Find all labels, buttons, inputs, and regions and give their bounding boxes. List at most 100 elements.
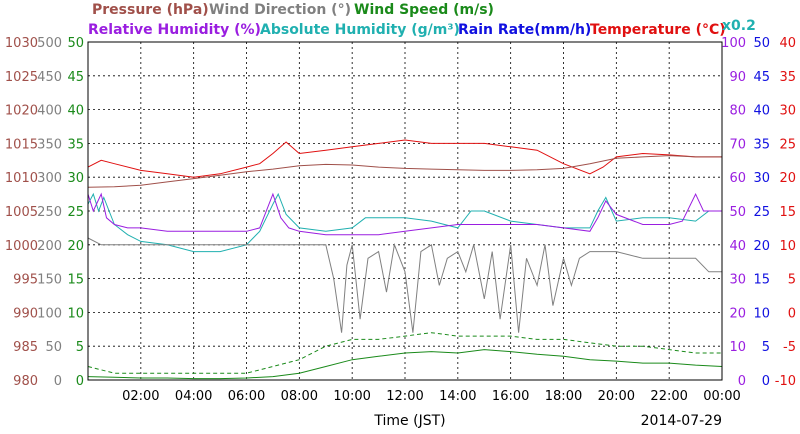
y-tick-rain-rate: 20 (753, 239, 770, 254)
legend-wind-direction: Wind Direction (°) (209, 2, 351, 18)
x-tick-label: 10:00 (333, 389, 370, 404)
y-tick-rain-rate: 40 (753, 104, 770, 119)
y-tick-pressure: 995 (13, 273, 38, 288)
y-tick-pressure: 980 (13, 374, 38, 389)
y-tick-humidity: 40 (729, 239, 746, 254)
y-tick-wind-speed: 25 (67, 205, 84, 220)
y-tick-wind-direction: 200 (37, 239, 62, 254)
y-tick-wind-direction: 100 (37, 306, 62, 321)
y-tick-humidity: 100 (721, 36, 746, 51)
y-tick-temperature: 15 (779, 205, 796, 220)
y-tick-pressure: 985 (13, 340, 38, 355)
y-tick-rain-rate: 25 (753, 205, 770, 220)
series-temperature (87, 139, 722, 178)
y-tick-wind-direction: 50 (45, 340, 62, 355)
y-tick-pressure: 990 (13, 306, 38, 321)
y-tick-humidity: 60 (729, 171, 746, 186)
grid (88, 42, 722, 380)
y-tick-temperature: 10 (779, 239, 796, 254)
y-tick-wind-direction: 0 (54, 374, 62, 389)
y-tick-wind-speed: 10 (67, 306, 84, 321)
date-label: 2014-07-29 (641, 413, 722, 429)
y-tick-temperature: 5 (788, 273, 796, 288)
legend-abs-humidity-scale: x0.2 (722, 18, 756, 34)
x-tick-label: 20:00 (598, 389, 635, 404)
series-wind-direction (87, 237, 722, 333)
x-tick-label: 22:00 (650, 389, 687, 404)
x-tick-label: 08:00 (281, 389, 318, 404)
x-tick-label: 14:00 (439, 389, 476, 404)
series-relative-humidity (87, 192, 722, 236)
y-tick-temperature: 0 (788, 306, 796, 321)
x-tick-label: 16:00 (492, 389, 529, 404)
y-tick-humidity: 20 (729, 306, 746, 321)
y-tick-humidity: 10 (729, 340, 746, 355)
y-tick-wind-speed: 50 (67, 36, 84, 51)
y-tick-temperature: 25 (779, 137, 796, 152)
tick-labels: 1030102510201015101010051000995990985980… (5, 36, 796, 404)
y-tick-humidity: 30 (729, 273, 746, 288)
legend-relative-humidity: Relative Humidity (%) (88, 22, 261, 38)
y-tick-humidity: 70 (729, 137, 746, 152)
y-tick-humidity: 90 (729, 70, 746, 85)
y-tick-humidity: 80 (729, 104, 746, 119)
y-tick-rain-rate: 0 (762, 374, 770, 389)
y-tick-wind-speed: 45 (67, 70, 84, 85)
y-tick-temperature: 30 (779, 104, 796, 119)
y-tick-wind-direction: 500 (37, 36, 62, 51)
y-tick-wind-direction: 350 (37, 137, 62, 152)
series-pressure (87, 155, 722, 188)
y-tick-rain-rate: 50 (753, 36, 770, 51)
legend-wind-speed: Wind Speed (m/s) (354, 2, 494, 18)
y-tick-humidity: 50 (729, 205, 746, 220)
y-tick-humidity: 0 (738, 374, 746, 389)
y-tick-wind-direction: 300 (37, 171, 62, 186)
y-tick-wind-speed: 30 (67, 171, 84, 186)
legend-temperature: Temperature (°C) (590, 22, 726, 38)
y-tick-rain-rate: 5 (762, 340, 770, 355)
y-tick-pressure: 1025 (5, 70, 38, 85)
y-tick-wind-speed: 5 (76, 340, 84, 355)
y-tick-wind-speed: 15 (67, 273, 84, 288)
y-tick-pressure: 1020 (5, 104, 38, 119)
series-group (87, 139, 723, 380)
y-tick-temperature: -10 (775, 374, 796, 389)
x-tick-label: 18:00 (545, 389, 582, 404)
y-tick-pressure: 1005 (5, 205, 38, 220)
y-tick-temperature: 40 (779, 36, 796, 51)
x-axis-label: Time (JST) (373, 413, 445, 429)
y-tick-pressure: 1000 (5, 239, 38, 254)
y-tick-rain-rate: 45 (753, 70, 770, 85)
y-tick-temperature: 35 (779, 70, 796, 85)
y-tick-wind-speed: 40 (67, 104, 84, 119)
x-tick-label: 00:00 (703, 389, 740, 404)
x-tick-label: 06:00 (228, 389, 265, 404)
y-tick-rain-rate: 15 (753, 273, 770, 288)
x-tick-label: 02:00 (122, 389, 159, 404)
y-tick-wind-direction: 400 (37, 104, 62, 119)
y-tick-temperature: 20 (779, 171, 796, 186)
y-tick-pressure: 1015 (5, 137, 38, 152)
plot-frame (87, 41, 723, 381)
y-tick-pressure: 1010 (5, 171, 38, 186)
y-tick-rain-rate: 10 (753, 306, 770, 321)
legend-pressure: Pressure (hPa) (92, 2, 209, 18)
y-tick-wind-direction: 250 (37, 205, 62, 220)
y-tick-pressure: 1030 (5, 36, 38, 51)
y-tick-rain-rate: 35 (753, 137, 770, 152)
legend-absolute-humidity: Absolute Humidity (g/m³) (260, 22, 460, 38)
series-wind-speed (87, 349, 723, 380)
y-tick-temperature: -5 (783, 340, 796, 355)
y-tick-wind-direction: 450 (37, 70, 62, 85)
y-tick-rain-rate: 30 (753, 171, 770, 186)
series-wind-speed-gust (87, 332, 722, 374)
y-tick-wind-speed: 20 (67, 239, 84, 254)
x-tick-label: 04:00 (175, 389, 212, 404)
x-tick-label: 12:00 (386, 389, 423, 404)
series-absolute-humidity (87, 192, 722, 253)
legend-rain-rate: Rain Rate(mm/h) (458, 22, 591, 38)
y-tick-wind-speed: 35 (67, 137, 84, 152)
y-tick-wind-speed: 0 (76, 374, 84, 389)
y-tick-wind-direction: 150 (37, 273, 62, 288)
